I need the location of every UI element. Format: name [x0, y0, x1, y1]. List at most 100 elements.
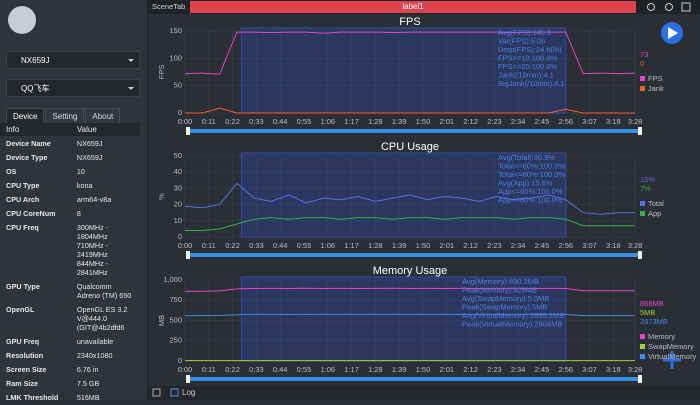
x-tick-label: 2:45 — [535, 241, 550, 250]
stat-text: FPS>=18:100.0% — [498, 53, 558, 62]
info-key: CPU Freq — [6, 223, 39, 232]
y-tick-label: 20 — [174, 200, 182, 209]
x-tick-label: 0:11 — [202, 365, 216, 374]
y-tick-label: 0 — [178, 356, 182, 365]
y-tick-label: 0 — [178, 108, 182, 117]
x-tick-label: 0:22 — [225, 117, 240, 126]
x-tick-label: 0:44 — [273, 241, 288, 250]
table-row: Ram Size 7.5 GB — [0, 377, 140, 391]
x-tick-label: 3:18 — [606, 117, 621, 126]
x-tick-label: 1:39 — [392, 117, 407, 126]
icon[interactable] — [681, 2, 691, 12]
x-tick-label: 3:28 — [628, 365, 643, 374]
stat-text: Drop(FPS):24.6(/h) — [498, 45, 562, 54]
x-tick-label: 2:45 — [535, 117, 550, 126]
info-key: OS — [6, 167, 17, 176]
x-tick-label: 1:39 — [392, 241, 407, 250]
sidebar: NX659J QQ飞车 Device Setting About Info Va… — [0, 0, 148, 405]
y-axis-label: % — [157, 193, 166, 200]
y-tick-label: 30 — [174, 183, 182, 192]
x-tick-label: 2:34 — [511, 241, 526, 250]
stat-text: Avg(Total):30.9% — [498, 153, 555, 162]
y-axis-label: MB — [157, 315, 166, 326]
x-tick-label: 0:55 — [297, 241, 312, 250]
table-row: Resolution 2340x1080 — [0, 349, 140, 363]
x-tick-label: 2:01 — [439, 241, 454, 250]
x-tick-label: 0:44 — [273, 117, 288, 126]
x-tick-label: 1:28 — [368, 365, 383, 374]
x-tick-label: 2:01 — [439, 117, 454, 126]
x-tick-label: 2:12 — [463, 241, 478, 250]
x-tick-label: 2:34 — [511, 117, 526, 126]
stat-text: Avg(Memory):890.2MB — [462, 277, 539, 286]
label-bar[interactable] — [190, 1, 636, 13]
tabs: Device Setting About — [6, 108, 121, 125]
current-value: 15% — [640, 175, 655, 184]
table-row: OS 10 — [0, 165, 140, 179]
table-header: Info Value — [0, 123, 140, 137]
x-tick-label: 3:07 — [582, 365, 597, 374]
scene-tab[interactable]: SceneTab — [152, 2, 185, 11]
selection — [240, 276, 567, 362]
info-table: Info Value Device Name NX659J Device Type N… — [0, 123, 140, 405]
y-tick-label: 500 — [169, 315, 182, 324]
series-line — [185, 217, 635, 231]
current-value: 0 — [640, 59, 644, 68]
tab[interactable]: Setting — [45, 108, 85, 125]
table-row: CPU Type kona — [0, 179, 140, 193]
app-select[interactable]: QQ飞车 — [6, 79, 140, 97]
x-tick-label: 2:23 — [487, 241, 502, 250]
icon[interactable] — [665, 3, 673, 11]
table-row: GPU Freq unavailable — [0, 335, 140, 349]
x-tick-label: 1:50 — [416, 365, 431, 374]
legend-swatch — [640, 354, 645, 359]
chart-title: FPS — [399, 16, 420, 28]
stat-text: App<=60%:100.0% — [498, 187, 563, 196]
slider-handle — [186, 375, 190, 383]
y-tick-label: 40 — [174, 167, 182, 176]
x-tick-label: 0:00 — [178, 117, 193, 126]
range-slider — [188, 377, 640, 381]
x-tick-label: 1:17 — [344, 241, 359, 250]
y-tick-label: 150 — [169, 26, 182, 35]
info-value: 6.76 in — [76, 365, 99, 374]
x-tick-label: 2:01 — [439, 365, 454, 374]
x-tick-label: 0:55 — [297, 117, 312, 126]
legend-swatch — [640, 86, 645, 91]
x-tick-label: 1:06 — [320, 241, 335, 250]
device-select[interactable]: NX659J — [6, 51, 140, 69]
x-tick-label: 0:33 — [249, 365, 264, 374]
table-row: LMK Threshold 516MB — [0, 391, 140, 405]
x-tick-label: 0:22 — [225, 365, 240, 374]
stat-text: Avg(SwapMemory):5.0MB — [462, 294, 549, 303]
x-tick-label: 1:28 — [368, 117, 383, 126]
x-tick-label: 3:28 — [628, 241, 643, 250]
legend-label: App — [648, 209, 661, 218]
table-row: CPU Arch arm64-v8a — [0, 193, 140, 207]
table-row: Device Name NX659J — [0, 137, 140, 151]
avatar[interactable] — [8, 6, 36, 34]
slider-handle — [638, 375, 642, 383]
log-checkbox[interactable] — [170, 388, 179, 397]
y-tick-label: 1,000 — [163, 275, 182, 284]
header-cell: Value — [76, 125, 97, 134]
series-line — [184, 287, 635, 292]
stat-text: Avg(FPS):145.9 — [498, 28, 551, 37]
stat-text: Peak(Memory):926MB — [462, 285, 537, 294]
log-toggle[interactable] — [152, 388, 161, 397]
label-text: label1 — [402, 2, 424, 11]
y-tick-label: 750 — [169, 295, 182, 304]
add-button[interactable] — [663, 351, 681, 369]
icon[interactable] — [647, 3, 655, 11]
chart-title: CPU Usage — [381, 141, 439, 153]
info-value: 2340x1080 — [76, 351, 113, 360]
table-row: GPU Type Qualcomm Adreno (TM) 650 — [0, 280, 140, 303]
info-value: Qualcomm Adreno (TM) 650 — [76, 282, 132, 300]
current-value: 5MB — [640, 308, 655, 317]
range-slider — [188, 253, 640, 257]
current-value: 868MB — [640, 299, 664, 308]
table-row: Device Type NX659J — [0, 151, 140, 165]
slider-handle — [186, 127, 190, 135]
